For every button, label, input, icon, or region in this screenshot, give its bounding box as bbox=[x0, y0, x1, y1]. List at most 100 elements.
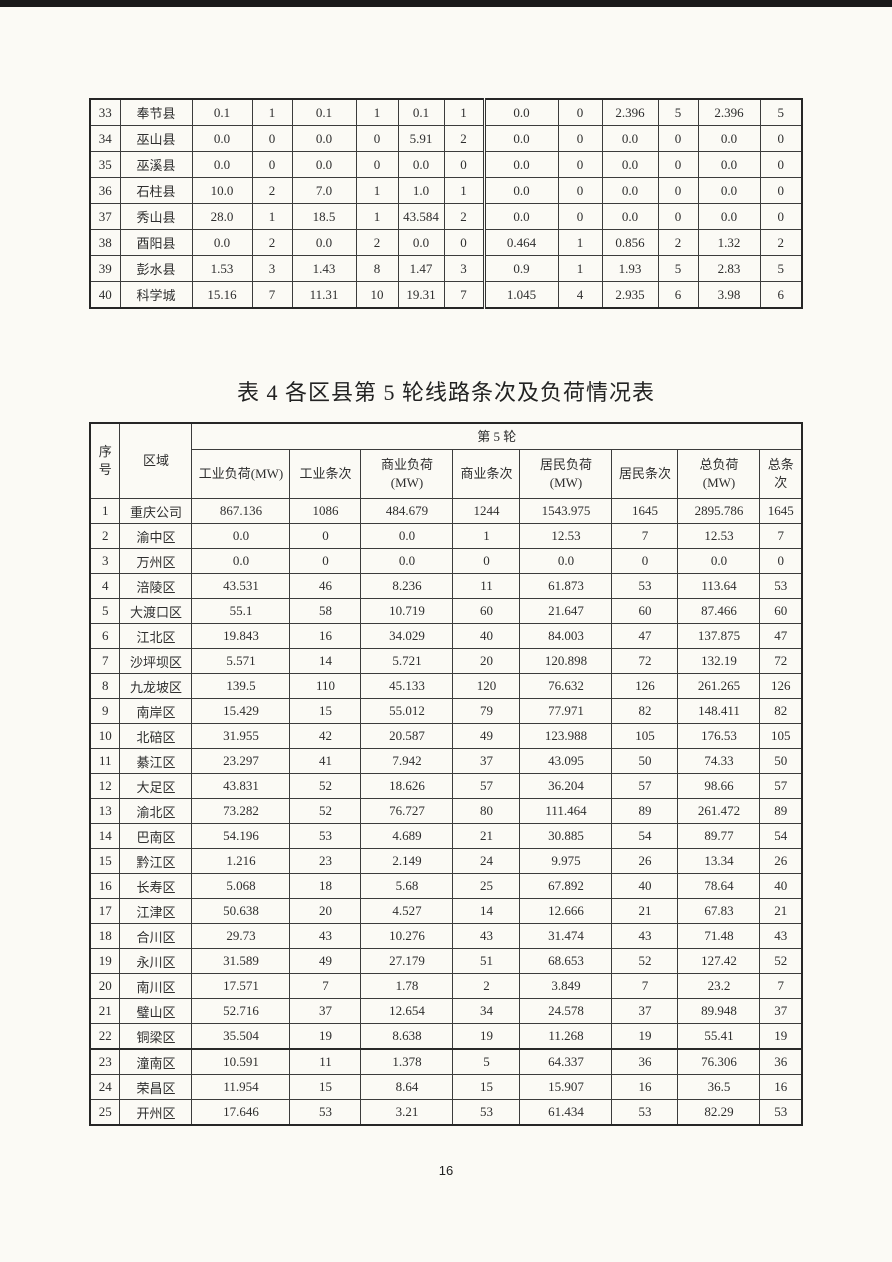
row-value-cell: 1.93 bbox=[601, 255, 659, 282]
row-value-cell: 0 bbox=[557, 177, 603, 204]
row-value-cell: 120.898 bbox=[519, 648, 613, 674]
row-value-cell: 68.653 bbox=[519, 948, 613, 974]
row-value-cell: 0 bbox=[557, 151, 603, 178]
row-value-cell: 29.73 bbox=[191, 923, 291, 949]
row-value-cell: 0.0 bbox=[519, 548, 613, 574]
row-value-cell: 0.0 bbox=[601, 177, 659, 204]
row-region-cell: 铜梁区 bbox=[119, 1023, 193, 1050]
row-value-cell: 51 bbox=[452, 948, 521, 974]
table-row: 35 巫溪县 0.0 0 0.0 0 0.0 0 0.0 0 0.0 0 0.0 0 bbox=[89, 151, 803, 178]
row-value-cell: 53 bbox=[759, 573, 803, 599]
row-value-cell: 27.179 bbox=[360, 948, 454, 974]
row-value-cell: 76.727 bbox=[360, 798, 454, 824]
row-value-cell: 0.0 bbox=[397, 229, 445, 256]
table-row: 33 奉节县 0.1 1 0.1 1 0.1 1 0.0 0 2.396 5 2.396 5 bbox=[89, 98, 803, 126]
row-region-cell: 江津区 bbox=[119, 898, 193, 924]
row-value-cell: 50.638 bbox=[191, 898, 291, 924]
row-seq-cell: 20 bbox=[89, 973, 121, 999]
row-value-cell: 43 bbox=[452, 923, 521, 949]
table-row: 17 江津区 50.638 20 4.527 14 12.666 21 67.83 21 bbox=[89, 898, 803, 924]
row-value-cell: 74.33 bbox=[677, 748, 761, 774]
table4-header-seq: 序 号 bbox=[89, 422, 121, 499]
row-value-cell: 12.53 bbox=[677, 523, 761, 549]
row-value-cell: 47 bbox=[611, 623, 679, 649]
row-value-cell: 19.31 bbox=[397, 281, 445, 309]
row-value-cell: 54 bbox=[611, 823, 679, 849]
row-value-cell: 5.68 bbox=[360, 873, 454, 899]
table-row: 8 九龙坡区 139.5 110 45.133 120 76.632 126 261.265 12… bbox=[89, 673, 803, 699]
table4: 序 号 区域 第 5 轮 工业负荷(MW) 工业条次 商业负荷 (MW) 商业条次 居民… bbox=[88, 422, 803, 1126]
row-seq-cell: 39 bbox=[89, 255, 121, 282]
row-seq-cell: 18 bbox=[89, 923, 121, 949]
table-row: 13 渝北区 73.282 52 76.727 80 111.464 89 261.472 89 bbox=[89, 798, 803, 824]
row-value-cell: 0.856 bbox=[601, 229, 659, 256]
row-value-cell: 15 bbox=[452, 1074, 521, 1100]
table-row: 5 大渡口区 55.1 58 10.719 60 21.647 60 87.466 60 bbox=[89, 598, 803, 624]
row-value-cell: 15.907 bbox=[519, 1074, 613, 1100]
row-value-cell: 58 bbox=[289, 598, 362, 624]
table-row: 21 璧山区 52.716 37 12.654 34 24.578 37 89.948 37 bbox=[89, 998, 803, 1024]
row-seq-cell: 9 bbox=[89, 698, 121, 724]
row-seq-cell: 38 bbox=[89, 229, 121, 256]
table-row: 39 彭水县 1.53 3 1.43 8 1.47 3 0.9 1 1.93 5 2.83 5 bbox=[89, 255, 803, 282]
table4-header-row-1: 序 号 区域 第 5 轮 bbox=[89, 422, 803, 499]
row-value-cell: 87.466 bbox=[677, 598, 761, 624]
row-value-cell: 5 bbox=[452, 1048, 521, 1075]
table-row: 23 潼南区 10.591 11 1.378 5 64.337 36 76.306 36 bbox=[89, 1048, 803, 1075]
table-row: 38 酉阳县 0.0 2 0.0 2 0.0 0 0.464 1 0.856 2 1.32 2 bbox=[89, 229, 803, 256]
row-value-cell: 89 bbox=[611, 798, 679, 824]
row-value-cell: 15 bbox=[289, 698, 362, 724]
row-value-cell: 0.464 bbox=[482, 229, 559, 256]
row-value-cell: 10.719 bbox=[360, 598, 454, 624]
row-value-cell: 7 bbox=[443, 281, 485, 309]
row-region-cell: 南岸区 bbox=[119, 698, 193, 724]
row-value-cell: 50 bbox=[759, 748, 803, 774]
row-value-cell: 0.0 bbox=[697, 125, 761, 152]
row-seq-cell: 36 bbox=[89, 177, 121, 204]
row-value-cell: 0 bbox=[657, 125, 699, 152]
row-seq-cell: 11 bbox=[89, 748, 121, 774]
row-value-cell: 110 bbox=[289, 673, 362, 699]
row-seq-cell: 25 bbox=[89, 1099, 121, 1126]
row-value-cell: 18.5 bbox=[291, 203, 357, 230]
row-value-cell: 484.679 bbox=[360, 498, 454, 524]
row-value-cell: 72 bbox=[611, 648, 679, 674]
row-region-cell: 南川区 bbox=[119, 973, 193, 999]
row-value-cell: 25 bbox=[452, 873, 521, 899]
row-region-cell: 万州区 bbox=[119, 548, 193, 574]
row-seq-cell: 37 bbox=[89, 203, 121, 230]
row-value-cell: 89.948 bbox=[677, 998, 761, 1024]
row-value-cell: 0 bbox=[759, 548, 803, 574]
row-value-cell: 1.43 bbox=[291, 255, 357, 282]
row-value-cell: 40 bbox=[611, 873, 679, 899]
row-value-cell: 0 bbox=[657, 203, 699, 230]
row-region-cell: 沙坪坝区 bbox=[119, 648, 193, 674]
row-region-cell: 巴南区 bbox=[119, 823, 193, 849]
row-value-cell: 57 bbox=[611, 773, 679, 799]
row-value-cell: 4.689 bbox=[360, 823, 454, 849]
row-value-cell: 1.32 bbox=[697, 229, 761, 256]
row-seq-cell: 4 bbox=[89, 573, 121, 599]
row-region-cell: 九龙坡区 bbox=[119, 673, 193, 699]
row-value-cell: 36 bbox=[759, 1048, 803, 1075]
row-value-cell: 15.429 bbox=[191, 698, 291, 724]
table-row: 2 渝中区 0.0 0 0.0 1 12.53 7 12.53 7 bbox=[89, 523, 803, 549]
row-value-cell: 0 bbox=[443, 229, 485, 256]
table3-continuation-rows: 33 奉节县 0.1 1 0.1 1 0.1 1 0.0 0 2.396 5 2.396 5 34 巫山县 0.… bbox=[89, 98, 803, 309]
row-value-cell: 0 bbox=[443, 151, 485, 178]
table-row: 11 綦江区 23.297 41 7.942 37 43.095 50 74.33 50 bbox=[89, 748, 803, 774]
row-value-cell: 0.0 bbox=[601, 151, 659, 178]
row-value-cell: 0.0 bbox=[191, 125, 253, 152]
row-region-cell: 巫山县 bbox=[119, 125, 193, 152]
row-region-cell: 荣昌区 bbox=[119, 1074, 193, 1100]
row-value-cell: 53 bbox=[611, 1099, 679, 1126]
row-seq-cell: 12 bbox=[89, 773, 121, 799]
row-value-cell: 31.589 bbox=[191, 948, 291, 974]
row-value-cell: 53 bbox=[289, 1099, 362, 1126]
row-region-cell: 科学城 bbox=[119, 281, 193, 309]
row-value-cell: 19 bbox=[452, 1023, 521, 1050]
row-value-cell: 53 bbox=[289, 823, 362, 849]
row-value-cell: 45.133 bbox=[360, 673, 454, 699]
table-row: 40 科学城 15.16 7 11.31 10 19.31 7 1.045 4 2.935 6 3.98… bbox=[89, 281, 803, 309]
